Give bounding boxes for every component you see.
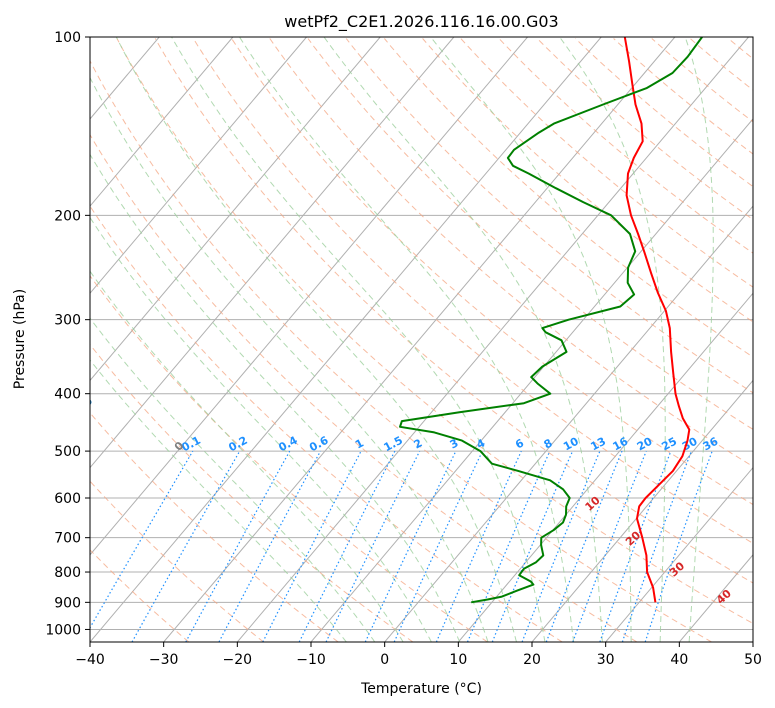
skewed-isotherms [90,37,753,642]
moist-adiabats [90,37,714,642]
mixing-ratio-line [491,450,574,642]
y-axis-ticks: 100 200 300 400 500 600 700 800 900 1000 [45,30,90,638]
x-tick-label: 0 [380,652,389,668]
sounding-profiles [399,37,703,604]
mixing-ratio-line [298,450,396,642]
mixing-ratio-line [621,450,692,642]
dry-adiabat [307,38,753,430]
isotherm-line [605,466,753,642]
moist-adiabat [239,37,575,642]
mixing-ratio-label: 25 [659,435,679,454]
moist-adiabat [90,359,347,642]
dry-adiabat [154,38,753,584]
sounding-series-line [399,37,703,604]
dry-adiabat [231,38,753,506]
moist-adiabat [684,37,714,642]
y-tick-label: 600 [54,491,81,507]
moist-adiabat [115,37,517,642]
dry-adiabat [269,38,753,468]
x-axis-label: Temperature (°C) [360,681,482,697]
plot-frame [89,36,754,643]
y-tick-label: 700 [54,531,81,547]
x-tick-label: 10 [449,652,467,668]
mixing-ratio-line [218,450,322,642]
dry-adiabat [192,38,753,544]
x-tick-label: −10 [296,652,326,668]
moist-adiabat [90,153,461,642]
x-tick-label: 50 [744,652,762,668]
x-tick-label: −40 [75,652,105,668]
dry-adiabat [345,38,753,394]
y-tick-label: 1000 [45,622,81,638]
dry-adiabats [90,38,753,642]
isobar-gridlines [90,37,753,630]
isotherm-line [90,37,602,642]
y-tick-label: 500 [54,444,81,460]
y-tick-label: 800 [54,565,81,581]
x-tick-label: 40 [670,652,688,668]
mixing-ratio-lines [90,450,713,642]
y-tick-label: 200 [54,208,81,224]
mixing-ratio-line [545,450,623,642]
mixing-ratio-line [435,450,522,642]
dry-adiabat [460,38,753,288]
isotherm-line [90,37,234,207]
isotherm-line [163,37,676,642]
mixing-ratio-line [185,450,291,642]
moist-adiabat [559,37,666,642]
y-tick-label: 300 [54,313,81,329]
isotherm-line [90,37,528,556]
dry-adiabat [90,343,414,642]
moist-adiabat [90,270,404,642]
isotherm-line [457,292,753,642]
sounding-series-line [623,37,691,603]
x-tick-label: 30 [597,652,615,668]
mixing-ratio-label: 20 [635,435,655,454]
chart-title: wetPf2_C2E1.2026.116.16.00.G03 [284,12,558,32]
moist-adiabat [90,76,489,642]
mixing-ratio-label: 16 [611,435,631,454]
mixing-ratio-label: 10 [561,435,581,454]
dry-adiabat [422,38,753,323]
isotherm-line [90,37,307,295]
dry-adiabat [498,38,753,254]
dry-adiabat [90,480,264,642]
mixing-ratio-line [325,450,421,642]
y-tick-label: 900 [54,595,81,611]
mixing-ratio-label: 13 [588,435,608,454]
x-tick-label: −20 [223,652,253,668]
isotherm-line [384,205,753,642]
y-tick-label: 100 [54,30,81,46]
mixing-ratio-line [521,450,601,642]
dry-adiabat [613,38,753,155]
x-tick-label: 20 [523,652,541,668]
mixing-ratio-line [599,450,672,642]
moist-adiabat [90,317,376,642]
mixing-ratio-line [572,450,647,642]
moist-adiabat [90,216,432,642]
x-tick-label: −30 [149,652,179,668]
x-axis-ticks: −40 −30 −20 −10 0 10 20 30 40 50 [75,642,762,668]
moist-adiabat [430,37,632,642]
mixing-ratio-line [644,450,713,642]
mixing-ratio-line [131,450,241,642]
isotherm-line [236,37,749,642]
y-axis-label: Pressure (hPa) [12,289,28,389]
isotherm-line [531,379,753,642]
mixing-ratio-line [466,450,551,642]
isotherm-line [90,37,381,382]
dry-adiabat [90,59,712,642]
y-tick-label: 400 [54,387,81,403]
mixing-ratio-label: 36 [701,435,721,454]
dry-adiabat [90,133,638,642]
moist-adiabat [323,37,603,642]
isotherm-line [90,37,455,469]
moist-adiabat [171,37,546,642]
